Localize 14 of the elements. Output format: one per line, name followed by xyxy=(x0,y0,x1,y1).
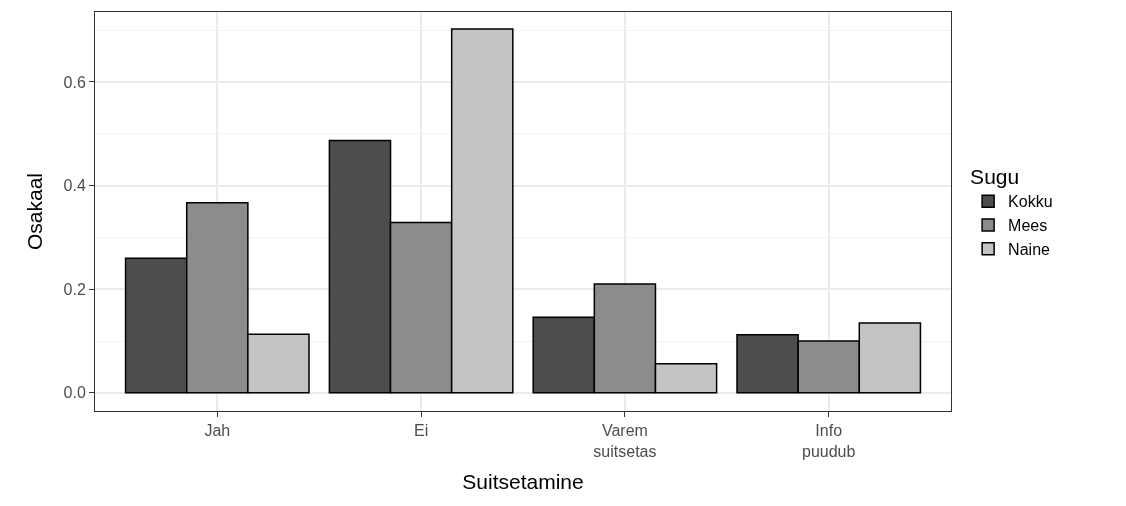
legend-label: Mees xyxy=(1008,217,1048,235)
y-tick-label: 0.0 xyxy=(63,384,86,402)
y-tick-label: 0.4 xyxy=(63,177,86,195)
y-tick-label: 0.2 xyxy=(63,280,86,298)
x-tick-label: Info puudub xyxy=(802,422,856,460)
y-axis-title: Osakaal xyxy=(22,172,46,251)
legend-title: Sugu xyxy=(970,165,1020,189)
legend-label: Naine xyxy=(1008,241,1051,259)
x-tick-label: Ei xyxy=(413,422,429,440)
legend-label: Kokku xyxy=(1008,193,1053,211)
x-tick-label: Jah xyxy=(204,422,231,440)
x-tick-label: Varem suitsetas xyxy=(593,422,657,460)
y-tick-label: 0.6 xyxy=(63,73,86,91)
x-axis-title: Suitsetamine xyxy=(462,470,584,494)
